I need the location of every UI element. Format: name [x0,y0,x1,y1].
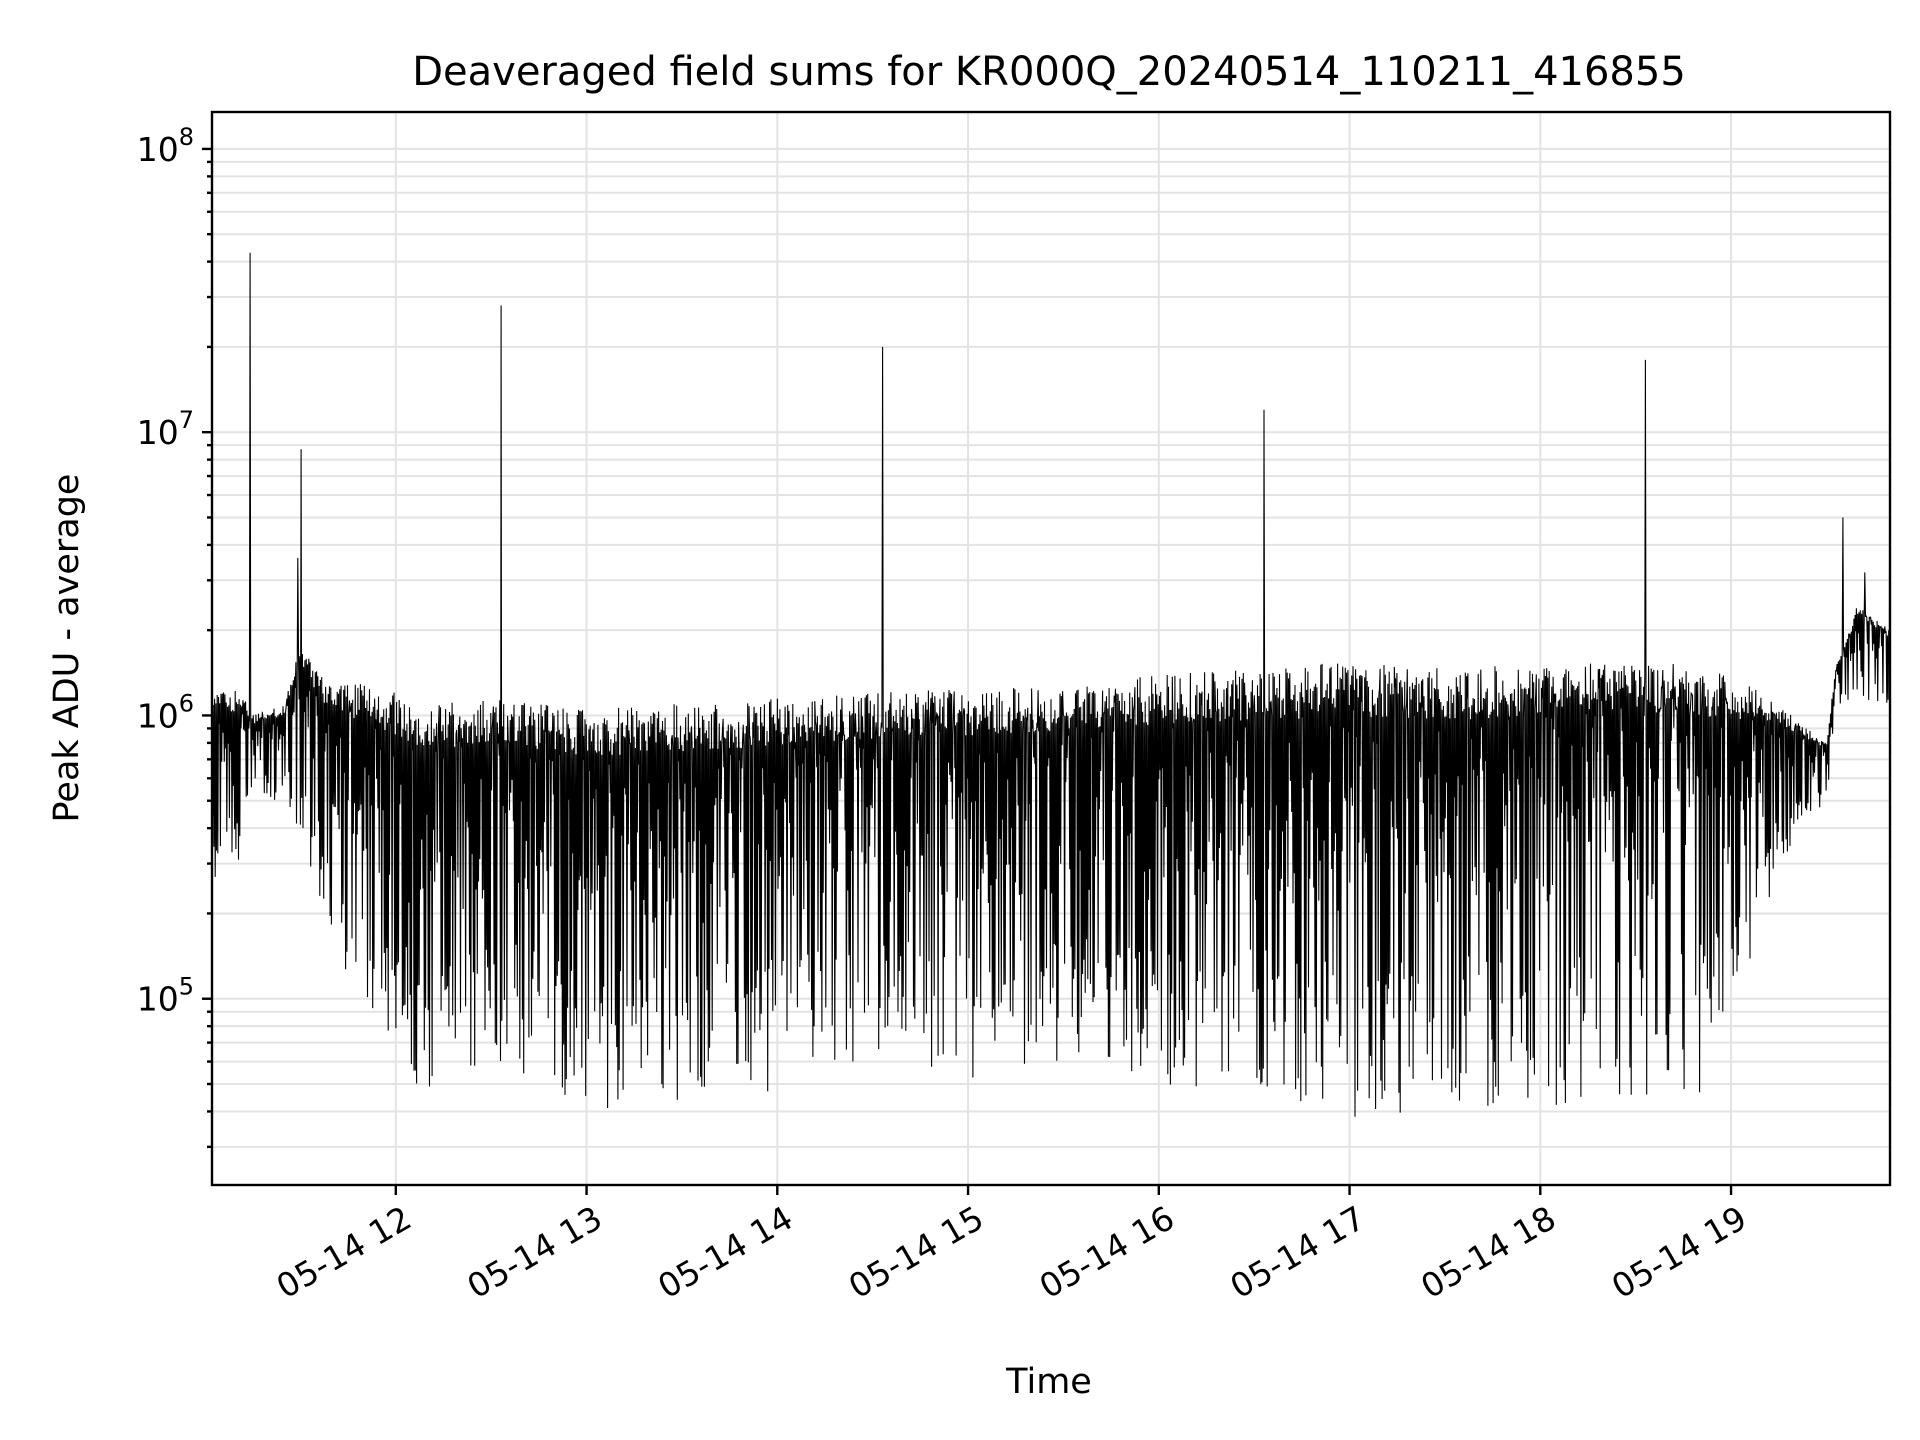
y-tick-exponent: 5 [179,973,194,1001]
chart-title: Deaveraged field sums for KR000Q_2024051… [412,49,1686,95]
y-tick-label: 105 [137,973,194,1019]
y-tick-label: 107 [137,406,194,452]
y-tick-label: 108 [137,123,194,169]
plot-frame [210,110,1892,1187]
y-tick-mantissa: 10 [137,980,179,1019]
y-tick-exponent: 7 [179,406,194,434]
y-tick-mantissa: 10 [137,696,179,735]
y-tick-exponent: 8 [179,123,194,151]
series-line [211,157,1891,1117]
y-tick-mantissa: 10 [137,130,179,169]
y-axis-label: Peak ADU - average [47,474,87,823]
y-tick-exponent: 6 [179,689,194,717]
y-tick-mantissa: 10 [137,413,179,452]
x-axis-label: Time [1005,1362,1092,1402]
series-group [211,157,1891,1117]
y-tick-label: 106 [137,689,194,735]
